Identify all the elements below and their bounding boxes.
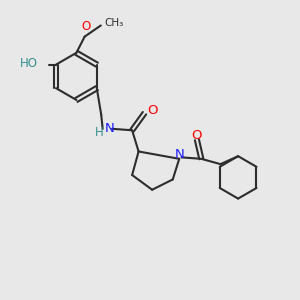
- Text: N: N: [104, 122, 114, 135]
- Text: N: N: [174, 148, 184, 161]
- Text: HO: HO: [20, 57, 38, 70]
- Text: O: O: [82, 20, 91, 33]
- Text: O: O: [147, 104, 157, 117]
- Text: H: H: [95, 126, 104, 139]
- Text: CH₃: CH₃: [104, 18, 124, 28]
- Text: O: O: [192, 129, 202, 142]
